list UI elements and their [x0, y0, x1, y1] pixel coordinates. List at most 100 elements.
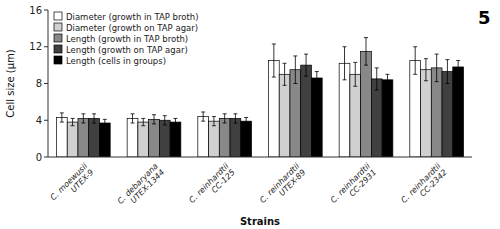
y-tick — [44, 120, 48, 121]
error-line — [306, 54, 307, 76]
error-cap — [364, 65, 368, 66]
legend-swatch — [54, 45, 62, 53]
error-cap — [315, 84, 319, 85]
error-bar — [201, 112, 205, 121]
legend-swatch — [54, 12, 62, 20]
error-cap — [163, 124, 167, 125]
bar — [209, 121, 220, 157]
error-bar — [343, 47, 347, 80]
error-bar — [445, 60, 449, 84]
legend-item: Length (growth on TAP agar) — [54, 45, 188, 55]
error-cap — [223, 113, 227, 114]
x-tick-line: CC-2342 — [418, 168, 449, 199]
y-tick-label: 4 — [36, 115, 42, 126]
error-bar — [212, 117, 216, 126]
error-bar — [375, 68, 379, 90]
error-cap — [212, 125, 216, 126]
error-cap — [131, 123, 135, 124]
y-axis: 0481216 — [29, 5, 48, 163]
error-cap — [343, 46, 347, 47]
error-bar — [244, 117, 248, 124]
error-bar — [272, 44, 276, 77]
error-cap — [435, 81, 439, 82]
error-cap — [364, 37, 368, 38]
error-bar — [60, 113, 64, 122]
error-cap — [141, 118, 145, 119]
bar — [89, 118, 100, 157]
bar — [219, 118, 230, 157]
error-line — [246, 117, 247, 124]
error-bar — [152, 115, 156, 124]
error-cap — [173, 125, 177, 126]
x-tick-label: C. reinhardtiiCC-125 — [187, 161, 237, 211]
error-line — [94, 114, 95, 123]
y-tick — [44, 157, 48, 158]
y-axis-line — [48, 10, 49, 157]
bar — [159, 120, 170, 157]
error-bar — [141, 118, 145, 125]
error-line — [436, 54, 437, 82]
error-cap — [375, 89, 379, 90]
y-tick-label: 8 — [36, 78, 42, 89]
error-bar — [103, 119, 107, 126]
bar — [198, 117, 209, 157]
legend-item: Diameter (growth in TAP broth) — [54, 12, 199, 22]
error-cap — [173, 118, 177, 119]
bar — [350, 74, 361, 157]
error-cap — [445, 83, 449, 84]
error-cap — [343, 79, 347, 80]
error-cap — [456, 60, 460, 61]
error-line — [143, 118, 144, 125]
error-cap — [152, 114, 156, 115]
error-bar — [81, 114, 85, 123]
error-bar — [424, 59, 428, 81]
error-bar — [173, 118, 177, 125]
y-axis-label: Cell size (µm) — [5, 49, 16, 117]
error-line — [235, 114, 236, 123]
error-line — [104, 119, 105, 126]
error-line — [72, 118, 73, 125]
x-tick-label: C. reinhardtiiCC-2931 — [329, 161, 379, 211]
x-axis-line — [48, 157, 472, 158]
legend-label: Length (growth on TAP agar) — [66, 45, 188, 55]
error-bar — [163, 116, 167, 125]
error-cap — [163, 115, 167, 116]
error-cap — [353, 62, 357, 63]
error-bar — [413, 47, 417, 75]
error-line — [213, 117, 214, 126]
bar — [279, 74, 290, 157]
error-cap — [293, 83, 297, 84]
error-line — [224, 114, 225, 123]
bar — [99, 123, 110, 157]
error-bar — [315, 72, 319, 85]
bar — [361, 51, 372, 157]
bar — [56, 117, 67, 157]
error-cap — [413, 74, 417, 75]
error-line — [175, 118, 176, 125]
chart: 0481216C. moewusiiUTEX-9C. debaryanaUTEX… — [0, 0, 500, 229]
legend-swatch — [54, 23, 62, 31]
error-bar — [223, 114, 227, 123]
error-cap — [71, 118, 75, 119]
error-line — [132, 114, 133, 123]
legend-swatch — [54, 56, 62, 64]
bar — [78, 118, 89, 157]
legend: Diameter (growth in TAP broth)Diameter (… — [54, 12, 199, 66]
error-cap — [413, 46, 417, 47]
x-tick-label: C. reinhardtiiUTEX-89 — [258, 161, 308, 211]
error-bar — [353, 62, 357, 86]
error-cap — [81, 123, 85, 124]
bar — [230, 118, 241, 157]
error-cap — [424, 80, 428, 81]
error-bar — [435, 54, 439, 82]
error-cap — [385, 74, 389, 75]
error-line — [458, 61, 459, 74]
y-tick-label: 0 — [36, 152, 42, 163]
error-cap — [315, 71, 319, 72]
x-tick-label: C. reinhardtiiCC-2342 — [399, 161, 449, 211]
error-cap — [353, 86, 357, 87]
error-cap — [103, 126, 107, 127]
error-cap — [71, 125, 75, 126]
bar — [453, 67, 464, 157]
error-cap — [223, 123, 227, 124]
